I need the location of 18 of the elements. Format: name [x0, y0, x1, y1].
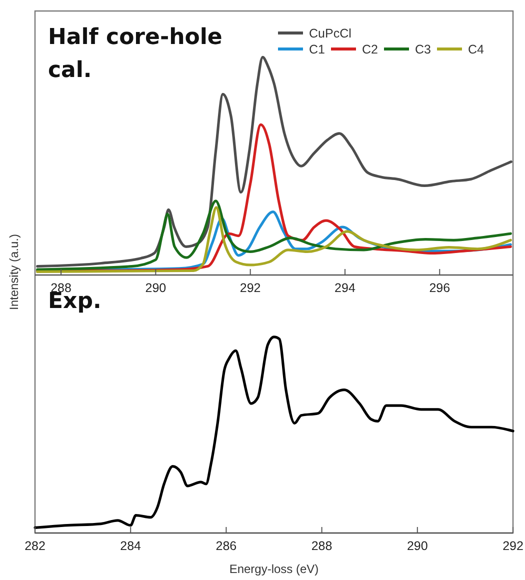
x-tick-label: 294 — [334, 281, 356, 295]
x-axis-title: Energy-loss (eV) — [229, 562, 319, 576]
x-tick-label: 290 — [406, 539, 428, 553]
legend-label: C3 — [415, 42, 432, 56]
x-tick-label: 284 — [120, 539, 142, 553]
legend-label: CuPcCl — [309, 26, 352, 40]
x-tick-label: 290 — [145, 281, 166, 295]
x-tick-label: 286 — [216, 539, 237, 553]
legend-label: C2 — [362, 42, 378, 56]
x-tick-label: 296 — [429, 281, 450, 295]
y-axis-title: Intensity (a.u.) — [7, 234, 21, 310]
legend-label: C1 — [309, 42, 326, 56]
x-tick-label: 292 — [240, 281, 261, 295]
x-tick-label: 288 — [311, 539, 332, 553]
x-tick-label: 282 — [24, 539, 46, 553]
legend-label: C4 — [468, 42, 484, 56]
x-tick-label: 292 — [502, 539, 524, 553]
chart-title: Half core-hole cal. — [48, 25, 222, 83]
